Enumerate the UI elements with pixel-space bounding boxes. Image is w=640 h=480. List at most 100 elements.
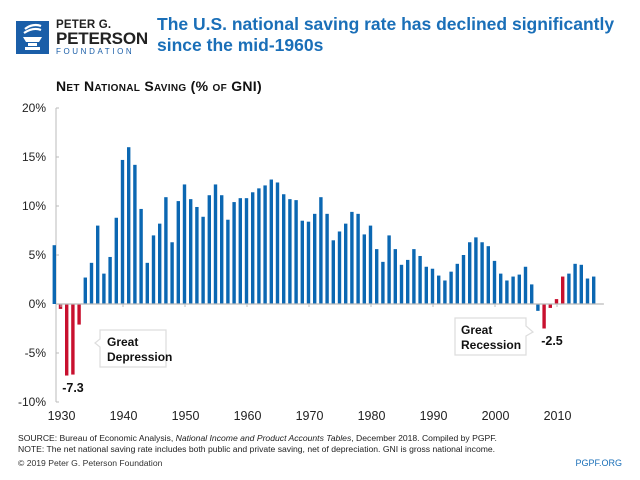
bar-1978 — [356, 213, 360, 304]
bar-1973 — [325, 213, 329, 304]
bar-1966 — [282, 194, 286, 304]
bar-1987 — [412, 249, 416, 304]
x-tick-label: 1930 — [48, 409, 76, 423]
bar-1951 — [189, 199, 193, 304]
bar-1961 — [251, 192, 255, 304]
site-link[interactable]: PGPF.ORG — [575, 458, 622, 468]
note-line: NOTE: The net national saving rate inclu… — [18, 444, 496, 454]
bar-2008 — [542, 304, 546, 329]
bar-1975 — [337, 231, 342, 304]
bar-1977 — [350, 211, 354, 304]
x-tick-label: 2010 — [544, 409, 572, 423]
bar-1999 — [486, 246, 490, 304]
bar-1954 — [207, 195, 211, 304]
logo-torch-icon — [16, 21, 49, 54]
bar-1962 — [257, 188, 261, 304]
bar-1939 — [114, 217, 118, 304]
bar-1984 — [393, 249, 397, 304]
bar-2004 — [517, 274, 521, 304]
x-tick-label: 1990 — [420, 409, 448, 423]
y-tick-label: -10% — [18, 395, 46, 409]
x-tick-label: 1980 — [358, 409, 386, 423]
bar-1952 — [195, 206, 199, 304]
bar-2007 — [536, 304, 540, 311]
bar-2011 — [561, 276, 565, 304]
bar-1934 — [83, 277, 87, 304]
y-tick-label: 15% — [22, 150, 46, 164]
bar-2006 — [530, 284, 534, 304]
bar-2001 — [499, 273, 503, 304]
annotation-depression-value: -7.3 — [62, 381, 84, 395]
bar-1943 — [139, 208, 143, 304]
annotation-recession-value: -2.5 — [541, 334, 563, 348]
copyright: © 2019 Peter G. Peterson Foundation — [18, 458, 163, 468]
x-tick-label: 2000 — [482, 409, 510, 423]
x-tick-label: 1960 — [234, 409, 262, 423]
bar-1986 — [406, 259, 410, 304]
bar-2013 — [573, 263, 577, 304]
bar-1968 — [294, 200, 298, 304]
bar-2016 — [592, 276, 596, 304]
bar-1970 — [306, 221, 311, 304]
logo-line1: PETER G. — [56, 19, 112, 31]
bar-2014 — [579, 264, 583, 304]
logo: PETER G. PETERSON FOUNDATION — [56, 19, 148, 57]
bar-1936 — [96, 225, 100, 304]
bar-1980 — [368, 225, 373, 304]
bar-1994 — [455, 263, 459, 304]
bar-1933 — [77, 304, 81, 325]
y-tick-label: -5% — [25, 346, 47, 360]
bar-1992 — [443, 280, 447, 304]
logo-line3: FOUNDATION — [56, 47, 135, 56]
bar-1997 — [474, 237, 478, 304]
x-tick-label: 1950 — [172, 409, 200, 423]
bar-1942 — [133, 164, 137, 304]
bar-1998 — [480, 242, 484, 304]
bar-1950 — [182, 184, 187, 304]
bar-1971 — [313, 213, 317, 304]
bar-2005 — [523, 266, 528, 304]
bar-1981 — [375, 249, 379, 304]
bar-1974 — [331, 240, 335, 304]
bar-1948 — [170, 242, 174, 304]
bar-1957 — [226, 219, 230, 304]
bar-1960 — [244, 198, 249, 304]
bar-2012 — [567, 273, 571, 304]
x-tick-label: 1940 — [110, 409, 138, 423]
annotation-depression-line1: Great — [107, 335, 138, 349]
bar-1964 — [269, 179, 273, 304]
bar-2009 — [548, 304, 552, 308]
bar-1956 — [220, 195, 224, 304]
y-tick-label: 10% — [22, 199, 46, 213]
bar-2010 — [554, 299, 559, 304]
bar-2000 — [492, 260, 497, 304]
bar-1959 — [238, 198, 242, 304]
bar-1996 — [468, 242, 472, 304]
bar-1941 — [127, 147, 131, 304]
source-title: National Income and Product Accounts Tab… — [175, 433, 352, 443]
chart-subtitle: Net National Saving (% of GNI) — [56, 78, 262, 94]
bar-1990 — [430, 268, 435, 304]
bar-1949 — [176, 201, 180, 304]
source-note: SOURCE: Bureau of Economic Analysis, Nat… — [18, 433, 497, 455]
bar-chart: 20% 15% 10% 5% 0% -5% -10%1930 1940 1950 1960 1970… — [18, 101, 604, 423]
bar-1983 — [387, 235, 391, 304]
callout-box-recession — [454, 317, 535, 356]
bar-1969 — [300, 220, 304, 304]
bar-1989 — [424, 266, 428, 304]
source-line: SOURCE: Bureau of Economic Analysis, Nat… — [18, 433, 497, 444]
bar-1991 — [437, 275, 441, 304]
bar-1995 — [461, 255, 466, 304]
chart-title: The U.S. national saving rate has declin… — [157, 14, 615, 55]
y-tick-label: 20% — [22, 101, 46, 115]
bar-2003 — [511, 276, 515, 304]
bar-1944 — [145, 262, 149, 304]
bar-1940 — [120, 159, 125, 304]
bar-1972 — [319, 197, 323, 304]
bar-1937 — [102, 273, 106, 304]
source-suffix: , December 2018. Compiled by PGPF. — [351, 433, 497, 443]
bar-1993 — [449, 271, 453, 304]
bar-1982 — [381, 261, 385, 304]
bar-1988 — [418, 255, 422, 304]
bar-1958 — [232, 202, 236, 304]
